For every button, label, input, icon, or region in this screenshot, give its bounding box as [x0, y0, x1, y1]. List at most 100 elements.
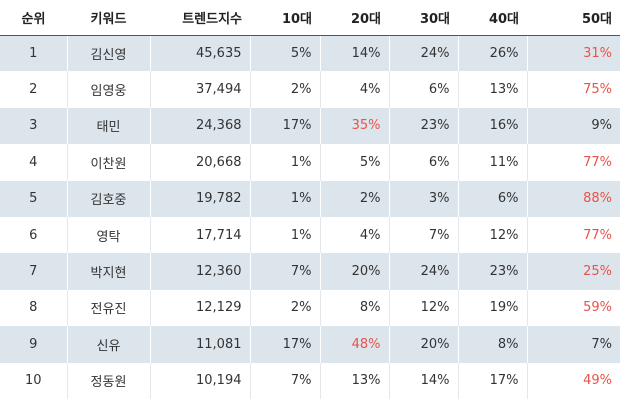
header-cell: 50대 — [527, 0, 620, 36]
table-cell: 10 — [24, 373, 42, 389]
table-row: 6 영탁 17,714 1% 4% 7% 12% 77% — [0, 216, 620, 254]
table-cell: 5% — [249, 35, 320, 72]
table-cell: 박지현 — [66, 253, 150, 290]
table-cell: 13% — [457, 71, 527, 108]
table-cell: 김호중 — [66, 180, 150, 217]
table-cell: 23% — [388, 107, 458, 145]
table-cell: 8 — [29, 300, 38, 316]
table-cell: 신유 — [66, 326, 150, 363]
table-row: 10 정동원 10,194 7% 13% 14% 17% 49% — [0, 362, 620, 399]
table-cell: 1% — [249, 216, 320, 254]
table-cell: 1% — [249, 144, 320, 181]
table-cell: 37,494 — [149, 71, 250, 108]
table-cell: 2 — [29, 82, 38, 98]
table-cell: 2% — [249, 289, 320, 327]
header-cell: 트렌드지수 — [150, 0, 250, 36]
header-cell: 키워드 — [67, 0, 150, 36]
table-body: 1 김신영 45,635 5% 14% 24% 26% 31% 2 임영웅 37,494 2% 4% 6%… — [0, 35, 620, 399]
table-cell: 20% — [319, 253, 389, 290]
table-cell: 태민 — [66, 107, 150, 145]
table-cell: 31% — [526, 35, 620, 72]
table-cell: 49% — [526, 362, 620, 399]
table-cell: 7% — [526, 326, 620, 363]
table-row: 8 전유진 12,129 2% 8% 12% 19% 59% — [0, 289, 620, 327]
table-cell: 11,081 — [149, 326, 250, 363]
table-cell: 23% — [457, 253, 527, 290]
table-cell: 59% — [526, 289, 620, 327]
table-cell: 12% — [457, 216, 527, 254]
table-cell: 5% — [319, 144, 389, 181]
table-cell: 임영웅 — [66, 71, 150, 108]
header-cell: 20대 — [320, 0, 389, 36]
table-cell: 17% — [249, 107, 320, 145]
table-row: 1 김신영 45,635 5% 14% 24% 26% 31% — [0, 35, 620, 72]
table-cell: 1 — [0, 35, 67, 72]
table-cell: 35% — [319, 107, 389, 145]
table-row: 9 신유 11,081 17% 48% 20% 8% 7% — [0, 326, 620, 363]
table-cell: 영탁 — [66, 216, 150, 254]
table-cell: 7% — [388, 216, 458, 254]
table-cell: 24% — [388, 253, 458, 290]
table-cell: 3 — [0, 107, 67, 145]
table-cell: 75% — [526, 71, 620, 108]
table-row: 2 임영웅 37,494 2% 4% 6% 13% 75% — [0, 71, 620, 108]
table-cell: 2% — [319, 180, 389, 217]
table-cell: 77% — [526, 144, 620, 181]
table-cell: 9 — [0, 326, 67, 363]
table-cell: 5 — [0, 180, 67, 217]
table-cell: 4 — [29, 154, 38, 170]
table-cell: 정동원 — [66, 362, 150, 399]
table-cell: 16% — [457, 107, 527, 145]
table-cell: 4% — [319, 71, 389, 108]
table-cell: 8% — [457, 326, 527, 363]
header-cell: 30대 — [389, 0, 458, 36]
table-cell: 48% — [319, 326, 389, 363]
header-row: 순위 키워드 트렌드지수 10대 20대 30대 40대 50대 — [0, 0, 620, 36]
table-cell: 20% — [388, 326, 458, 363]
table-cell: 12% — [388, 289, 458, 327]
table-row: 5 김호중 19,782 1% 2% 3% 6% 88% — [0, 180, 620, 217]
table-cell: 3% — [388, 180, 458, 217]
table-cell: 1% — [249, 180, 320, 217]
header-cell: 10대 — [250, 0, 320, 36]
table-cell: 9% — [526, 107, 620, 145]
table-cell: 전유진 — [66, 289, 150, 327]
table-cell: 19% — [457, 289, 527, 327]
table-cell: 6 — [29, 227, 38, 243]
table-cell: 12,360 — [149, 253, 250, 290]
table-cell: 2% — [249, 71, 320, 108]
table-cell: 17% — [249, 326, 320, 363]
table-cell: 25% — [526, 253, 620, 290]
table-cell: 6% — [457, 180, 527, 217]
table-cell: 7 — [0, 253, 67, 290]
table-cell: 88% — [526, 180, 620, 217]
table-cell: 6% — [388, 144, 458, 181]
table-cell: 7% — [249, 362, 320, 399]
table-cell: 10,194 — [149, 362, 250, 399]
table-cell: 11% — [457, 144, 527, 181]
table-row: 4 이찬원 20,668 1% 5% 6% 11% 77% — [0, 144, 620, 181]
table-cell: 17% — [457, 362, 527, 399]
table-cell: 20,668 — [149, 144, 250, 181]
table-cell: 24,368 — [149, 107, 250, 145]
table-cell: 45,635 — [149, 35, 250, 72]
table-cell: 김신영 — [66, 35, 150, 72]
table-cell: 24% — [388, 35, 458, 72]
header-cell: 순위 — [0, 0, 67, 36]
table-cell: 77% — [526, 216, 620, 254]
table-cell: 7% — [249, 253, 320, 290]
table-cell: 이찬원 — [66, 144, 150, 181]
table-cell: 13% — [319, 362, 389, 399]
table-cell: 8% — [319, 289, 389, 327]
table-cell: 12,129 — [149, 289, 250, 327]
table-row: 3 태민 24,368 17% 35% 23% 16% 9% — [0, 107, 620, 145]
table-cell: 14% — [319, 35, 389, 72]
table-cell: 26% — [457, 35, 527, 72]
table-cell: 19,782 — [149, 180, 250, 217]
table-cell: 4% — [319, 216, 389, 254]
table-cell: 6% — [388, 71, 458, 108]
table-cell: 17,714 — [149, 216, 250, 254]
table-row: 7 박지현 12,360 7% 20% 24% 23% 25% — [0, 253, 620, 290]
